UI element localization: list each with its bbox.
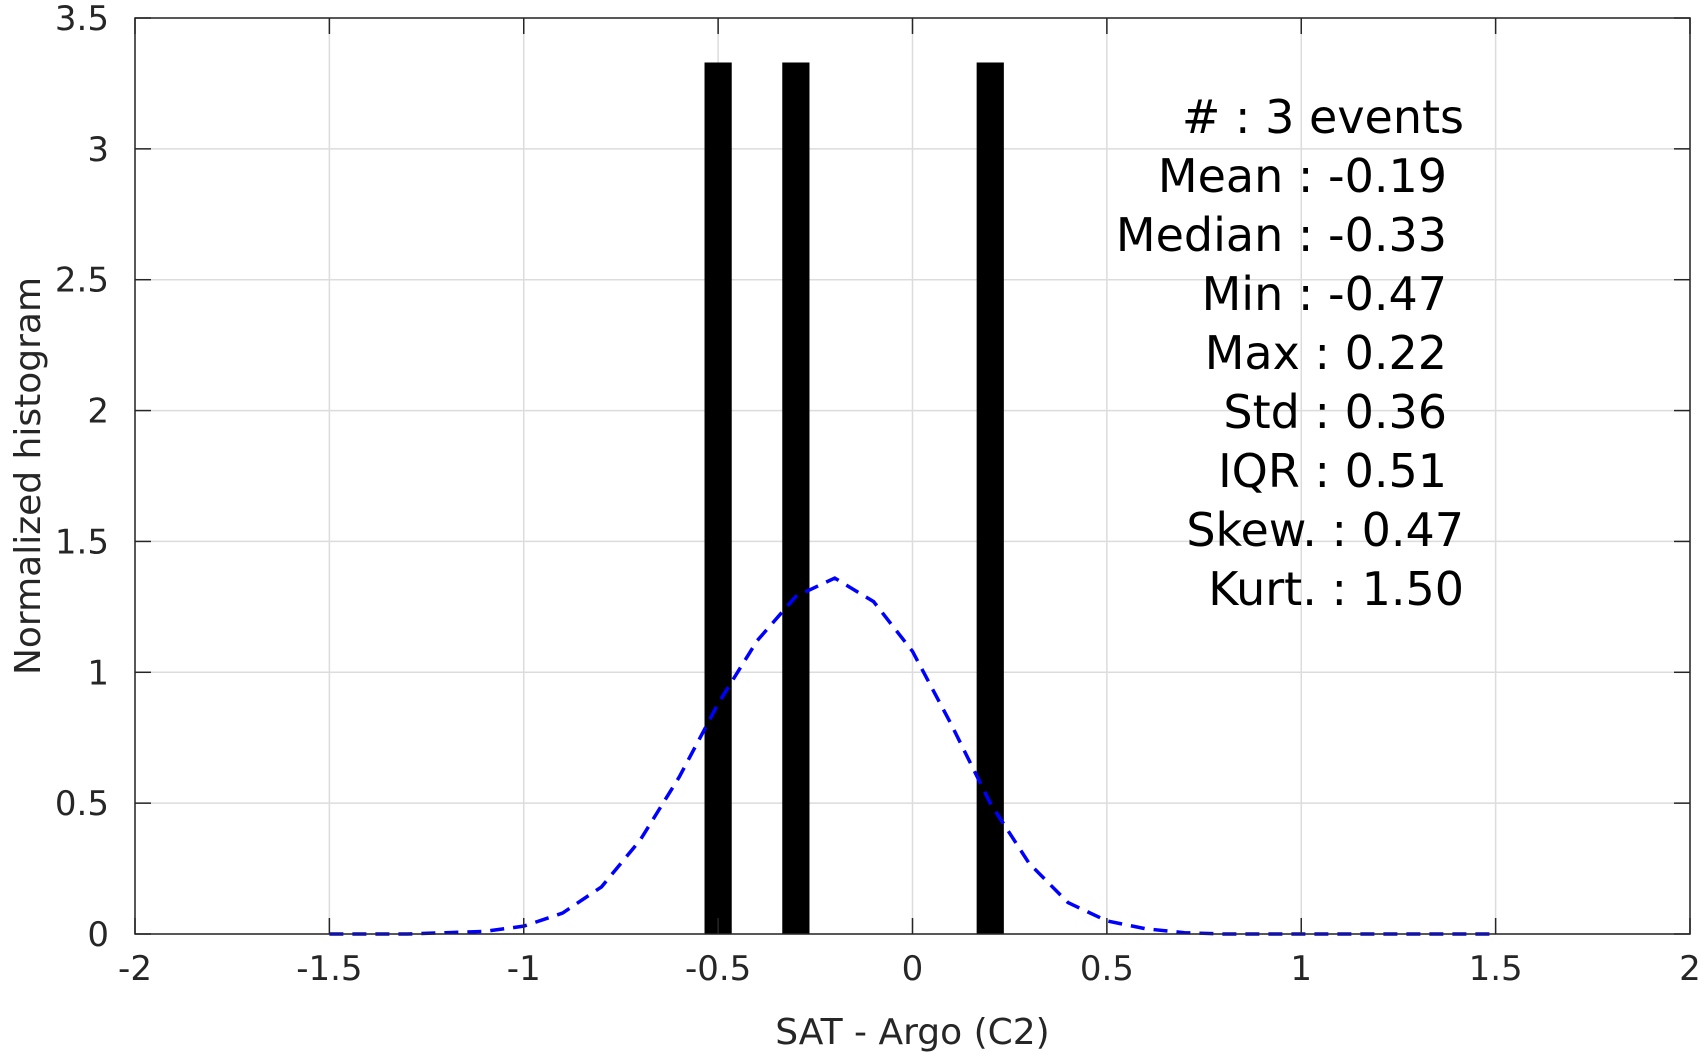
x-axis-label: SAT - Argo (C2) — [775, 1012, 1049, 1053]
x-tick-label: 2 — [1679, 949, 1701, 989]
stat-line: Mean : -0.19 — [1158, 149, 1447, 203]
histogram-bar — [976, 62, 1004, 934]
x-tick-label: 1 — [1290, 949, 1312, 989]
stat-line: Kurt. : 1.50 — [1208, 562, 1464, 616]
stat-line: # : 3 events — [1182, 90, 1464, 144]
y-tick-label: 3.5 — [55, 0, 109, 39]
stat-line: IQR : 0.51 — [1218, 444, 1447, 498]
x-tick-label: 0.5 — [1080, 949, 1134, 989]
stat-line: Std : 0.36 — [1223, 385, 1447, 439]
x-tick-label: -1.5 — [296, 949, 362, 989]
histogram-bar — [782, 62, 810, 934]
histogram-bars — [704, 62, 1004, 934]
y-axis-label: Normalized histogram — [8, 277, 49, 675]
x-tick-label: 0 — [902, 949, 924, 989]
y-tick-label: 1.5 — [55, 522, 109, 562]
histogram-bar — [704, 62, 732, 934]
y-axis-ticks: 0 0.5 1 1.5 2 2.5 3 3.5 — [55, 0, 1690, 955]
stat-line: Skew. : 0.47 — [1186, 503, 1464, 557]
stat-line: Median : -0.33 — [1116, 208, 1447, 262]
y-tick-label: 2.5 — [55, 261, 109, 301]
y-tick-label: 3 — [87, 130, 109, 170]
x-tick-label: -2 — [118, 949, 152, 989]
x-tick-label: 1.5 — [1469, 949, 1523, 989]
x-axis-ticks: -2 -1.5 -1 -0.5 0 0.5 1 1.5 2 — [118, 18, 1701, 989]
y-tick-label: 1 — [87, 653, 109, 693]
stat-line: Max : 0.22 — [1205, 326, 1447, 380]
stat-line: Min : -0.47 — [1202, 267, 1447, 321]
x-tick-label: -1 — [507, 949, 541, 989]
x-tick-label: -0.5 — [685, 949, 751, 989]
y-tick-label: 2 — [87, 392, 109, 432]
y-tick-label: 0.5 — [55, 784, 109, 824]
y-tick-label: 0 — [87, 915, 109, 955]
